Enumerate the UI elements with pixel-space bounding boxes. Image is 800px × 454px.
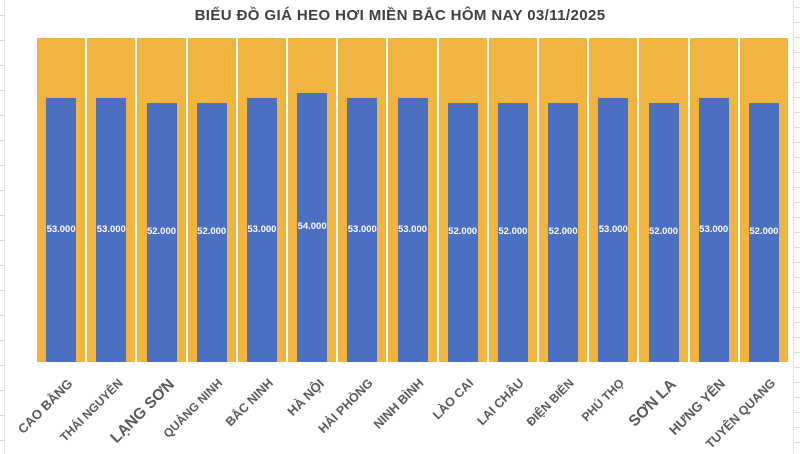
price-bar xyxy=(698,97,729,362)
sheet-gridline xyxy=(0,290,5,291)
sheet-gridline xyxy=(794,82,800,83)
sheet-gridline xyxy=(794,397,800,398)
price-bar xyxy=(297,92,328,362)
bar-value-label: 52.000 xyxy=(146,226,177,238)
sheet-gridline xyxy=(794,142,800,143)
sheet-gridline xyxy=(0,65,5,66)
sheet-gridline xyxy=(794,412,800,413)
sheet-gridline xyxy=(794,337,800,338)
category-label: HÀ NỘI xyxy=(283,376,327,419)
bar-value-label: 52.000 xyxy=(498,226,528,238)
sheet-gridline xyxy=(794,52,800,53)
bar-value-label: 53.000 xyxy=(598,223,628,235)
bar-value-label: 52.000 xyxy=(548,226,578,238)
sheet-gridline xyxy=(0,140,5,141)
sheet-gridline xyxy=(794,262,800,263)
price-bar xyxy=(447,102,478,362)
bar-value-label: 53.000 xyxy=(347,223,377,235)
bar-value-label: 52.000 xyxy=(448,226,478,238)
sheet-gridline xyxy=(794,67,800,68)
sheet-gridline xyxy=(0,90,5,91)
price-bar xyxy=(497,102,528,362)
sheet-gridline xyxy=(794,442,800,443)
price-bar xyxy=(96,97,127,362)
sheet-gridline xyxy=(0,315,5,316)
sheet-gridline xyxy=(0,440,5,441)
price-bar xyxy=(648,102,679,362)
price-bar xyxy=(246,97,277,362)
bar-value-label: 53.000 xyxy=(46,223,76,235)
sheet-gridline xyxy=(0,265,5,266)
sheet-gridline xyxy=(794,7,800,8)
sheet-gridline xyxy=(794,217,800,218)
sheet-gridline xyxy=(794,367,800,368)
sheet-gridline xyxy=(794,307,800,308)
sheet-gridline xyxy=(793,0,794,454)
bar-value-label: 53.000 xyxy=(247,223,277,235)
sheet-gridline xyxy=(794,427,800,428)
sheet-gridline xyxy=(0,215,5,216)
sheet-gridline xyxy=(794,292,800,293)
price-bar xyxy=(748,102,779,362)
sheet-gridline xyxy=(0,240,5,241)
sheet-gridline xyxy=(794,247,800,248)
bar-value-label: 53.000 xyxy=(699,223,729,235)
sheet-gridline xyxy=(0,415,5,416)
price-bar xyxy=(347,97,378,362)
sheet-gridline xyxy=(0,390,5,391)
sheet-gridline xyxy=(0,40,5,41)
price-bar xyxy=(397,97,428,362)
sheet-gridline xyxy=(794,37,800,38)
bar-value-label: 52.000 xyxy=(749,226,779,238)
sheet-gridline xyxy=(0,15,5,16)
sheet-gridline xyxy=(794,172,800,173)
price-bar xyxy=(146,102,177,362)
sheet-gridline xyxy=(794,322,800,323)
category-label: ĐIỆN BIÊN xyxy=(524,376,578,429)
sheet-gridline xyxy=(794,202,800,203)
price-bar xyxy=(548,102,579,362)
sheet-gridline xyxy=(794,127,800,128)
sheet-gridline xyxy=(794,382,800,383)
sheet-gridline xyxy=(794,97,800,98)
bar-value-label: 53.000 xyxy=(96,223,126,235)
category-label: NINH BÌNH xyxy=(370,376,427,432)
category-label: BẮC NINH xyxy=(222,376,276,430)
category-label: LÀO CAI xyxy=(430,376,477,423)
sheet-gridline xyxy=(4,0,5,454)
sheet-gridline xyxy=(794,277,800,278)
sheet-gridline xyxy=(794,22,800,23)
sheet-gridline xyxy=(0,365,5,366)
price-bar xyxy=(46,97,77,362)
bar-value-label: 54.000 xyxy=(297,221,327,233)
sheet-gridline xyxy=(794,157,800,158)
sheet-gridline xyxy=(0,190,5,191)
sheet-gridline xyxy=(794,352,800,353)
sheet-gridline xyxy=(794,232,800,233)
chart-title: BIỂU ĐỒ GIÁ HEO HƠI MIỀN BẮC HÔM NAY 03/… xyxy=(194,7,606,24)
bar-value-label: 52.000 xyxy=(648,226,679,238)
sheet-gridline xyxy=(0,115,5,116)
price-bar xyxy=(196,102,227,362)
price-bar xyxy=(598,97,629,362)
category-label: PHÚ THỌ xyxy=(579,376,628,425)
sheet-gridline xyxy=(0,340,5,341)
bar-value-label: 52.000 xyxy=(197,226,227,238)
sheet-gridline xyxy=(794,187,800,188)
bar-value-label: 53.000 xyxy=(397,223,428,235)
category-label: LAI CHÂU xyxy=(474,376,527,429)
sheet-gridline xyxy=(794,112,800,113)
sheet-gridline xyxy=(0,165,5,166)
